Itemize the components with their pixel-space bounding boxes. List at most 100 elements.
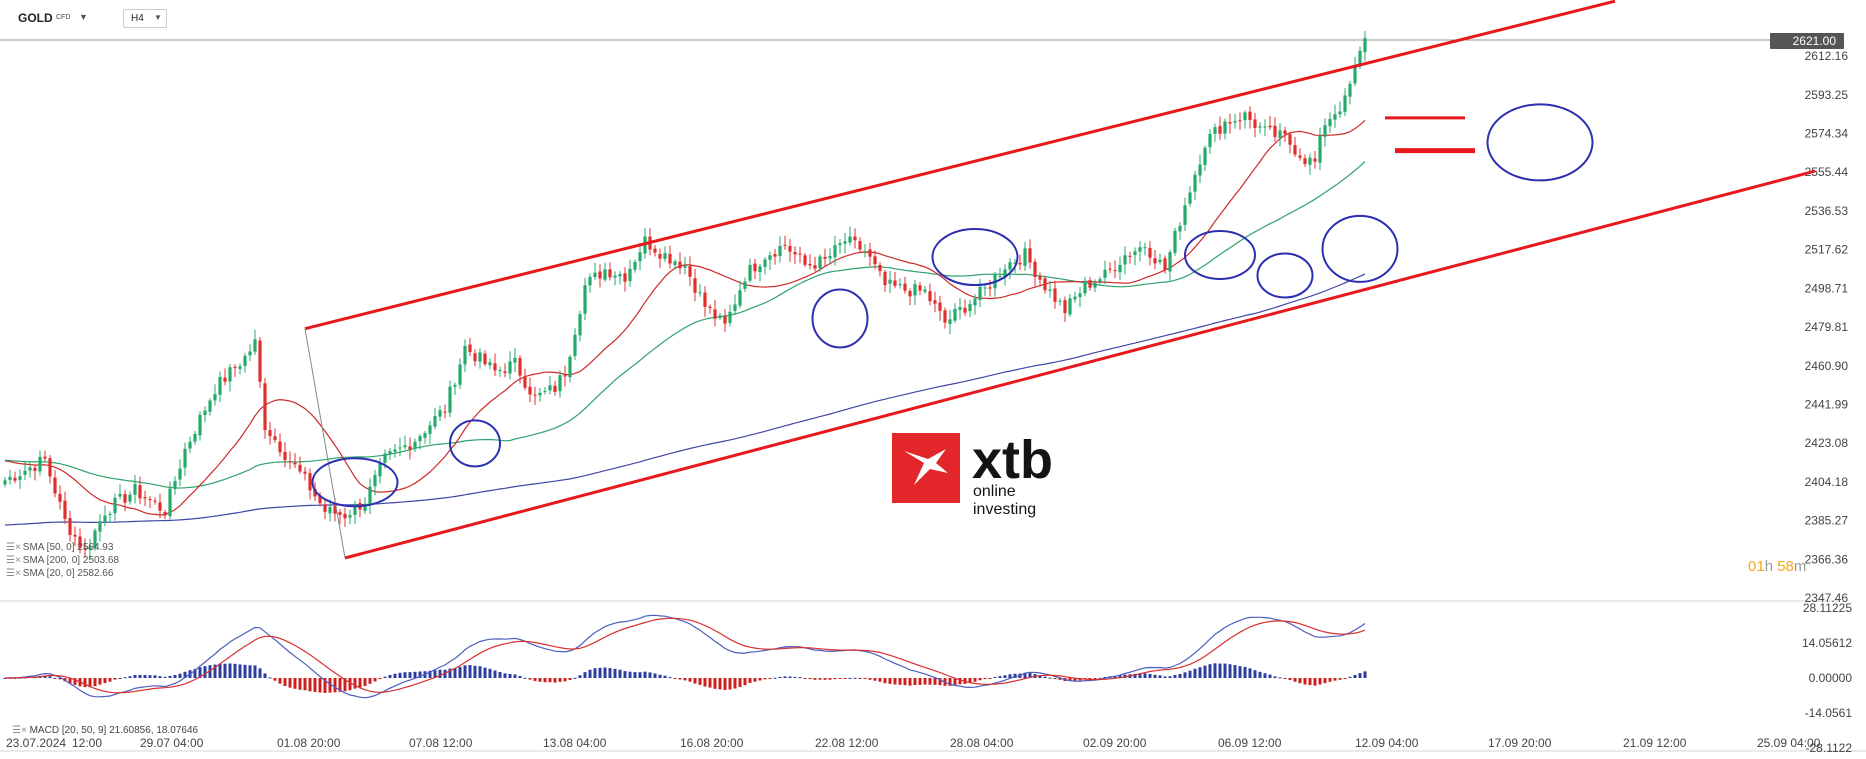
candle xyxy=(458,358,462,389)
indicator-legend-sma50[interactable]: ☰× SMA [50, 0] 2564.93 xyxy=(6,542,113,553)
candle xyxy=(1068,293,1072,317)
candle xyxy=(1298,148,1302,161)
macd-histogram-bar xyxy=(1193,668,1197,679)
candle xyxy=(38,450,42,476)
candle-body xyxy=(1298,155,1302,158)
candle xyxy=(1253,112,1257,138)
candle-body xyxy=(863,250,867,252)
candle-body xyxy=(1198,164,1202,176)
candle xyxy=(633,259,637,273)
indicator-legend-sma20[interactable]: ☰× SMA [20, 0] 2582.66 xyxy=(6,568,113,579)
timeframe-select[interactable]: H4 ▼ xyxy=(123,9,167,28)
candle xyxy=(718,312,722,320)
settings-icon[interactable]: ☰× xyxy=(12,725,27,736)
candle xyxy=(1258,122,1262,134)
candle-body xyxy=(673,261,677,266)
candle-body xyxy=(1103,269,1107,278)
macd-histogram-bar xyxy=(518,675,522,679)
candle xyxy=(603,262,607,282)
macd-histogram-bar xyxy=(643,671,647,679)
price-tick-label: 2404.18 xyxy=(1805,475,1849,489)
candle-body xyxy=(213,394,217,401)
candle xyxy=(1313,151,1317,169)
macd-histogram-bar xyxy=(418,671,422,679)
chevron-down-icon[interactable]: ▼ xyxy=(79,12,88,22)
annotation-ellipse xyxy=(811,288,869,349)
candle xyxy=(68,510,72,542)
candle-body xyxy=(408,446,412,450)
macd-histogram-bar xyxy=(1213,663,1217,679)
macd-histogram-bar xyxy=(473,665,477,679)
macd-legend[interactable]: ☰× MACD [20, 50, 9] 21.60856, 18.07646 xyxy=(12,725,199,736)
candle xyxy=(1063,296,1067,323)
candle xyxy=(1103,260,1107,285)
macd-histogram-bar xyxy=(168,675,172,679)
candle-body xyxy=(573,334,577,356)
candle xyxy=(103,505,107,526)
candle xyxy=(353,500,357,524)
price-tick-label: 2385.27 xyxy=(1805,514,1849,528)
candle-body xyxy=(318,495,322,504)
candle xyxy=(723,308,727,332)
candle xyxy=(833,235,837,266)
candle-body xyxy=(713,309,717,319)
candle-body xyxy=(1228,122,1232,124)
macd-histogram-bar xyxy=(848,677,852,679)
indicator-legend-sma200[interactable]: ☰× SMA [200, 0] 2503.68 xyxy=(6,555,119,566)
macd-histogram-bar xyxy=(1038,675,1042,679)
countdown-hours: 01 xyxy=(1748,558,1765,575)
candle-body xyxy=(338,512,342,515)
annotation-ellipse xyxy=(1184,230,1256,281)
candle-body xyxy=(233,367,237,369)
price-tick-label: 2593.25 xyxy=(1805,88,1849,102)
candle xyxy=(233,364,237,377)
macd-value: 21.60856 xyxy=(109,725,151,736)
candle xyxy=(828,248,832,264)
candle xyxy=(1353,56,1357,87)
macd-histogram-bar xyxy=(1048,677,1052,679)
candle xyxy=(1273,117,1277,142)
time-tick-label: 12.09 04:00 xyxy=(1355,736,1419,750)
candle xyxy=(83,538,87,558)
candle xyxy=(1288,131,1292,154)
candle xyxy=(1073,291,1077,303)
macd-histogram-bar xyxy=(363,678,367,687)
candle-body xyxy=(498,370,502,372)
candle-body xyxy=(413,441,417,449)
candle-body xyxy=(903,283,907,291)
candle xyxy=(1233,113,1237,129)
candle-body xyxy=(1023,248,1027,266)
candle xyxy=(93,528,97,551)
candle xyxy=(143,490,147,507)
candle xyxy=(558,370,562,398)
macd-histogram-bar xyxy=(1288,678,1292,681)
candle xyxy=(1003,264,1007,286)
candle xyxy=(943,307,947,329)
macd-histogram-bar xyxy=(223,663,227,679)
candle xyxy=(1033,258,1037,287)
macd-histogram-bar xyxy=(283,678,287,687)
settings-icon[interactable]: ☰× xyxy=(6,542,21,553)
indicator-value: 2503.68 xyxy=(82,555,119,566)
candle-body xyxy=(833,245,837,258)
macd-histogram-bar xyxy=(668,677,672,679)
candle-body xyxy=(243,355,247,367)
macd-histogram-bar xyxy=(613,668,617,679)
candle xyxy=(483,350,487,367)
candle-body xyxy=(263,383,267,431)
candle-body xyxy=(638,252,642,262)
candle xyxy=(803,253,807,268)
symbol-label[interactable]: GOLD xyxy=(18,11,53,25)
settings-icon[interactable]: ☰× xyxy=(6,555,21,566)
candle-body xyxy=(88,546,92,550)
macd-histogram-bar xyxy=(793,676,797,679)
candle xyxy=(713,299,717,327)
macd-histogram-bar xyxy=(243,664,247,679)
candle xyxy=(1098,276,1102,286)
candle-body xyxy=(118,493,122,497)
macd-histogram-bar xyxy=(208,665,212,679)
settings-icon[interactable]: ☰× xyxy=(6,568,21,579)
time-tick-label: 06.09 12:00 xyxy=(1218,736,1282,750)
macd-histogram-bar xyxy=(278,678,282,684)
